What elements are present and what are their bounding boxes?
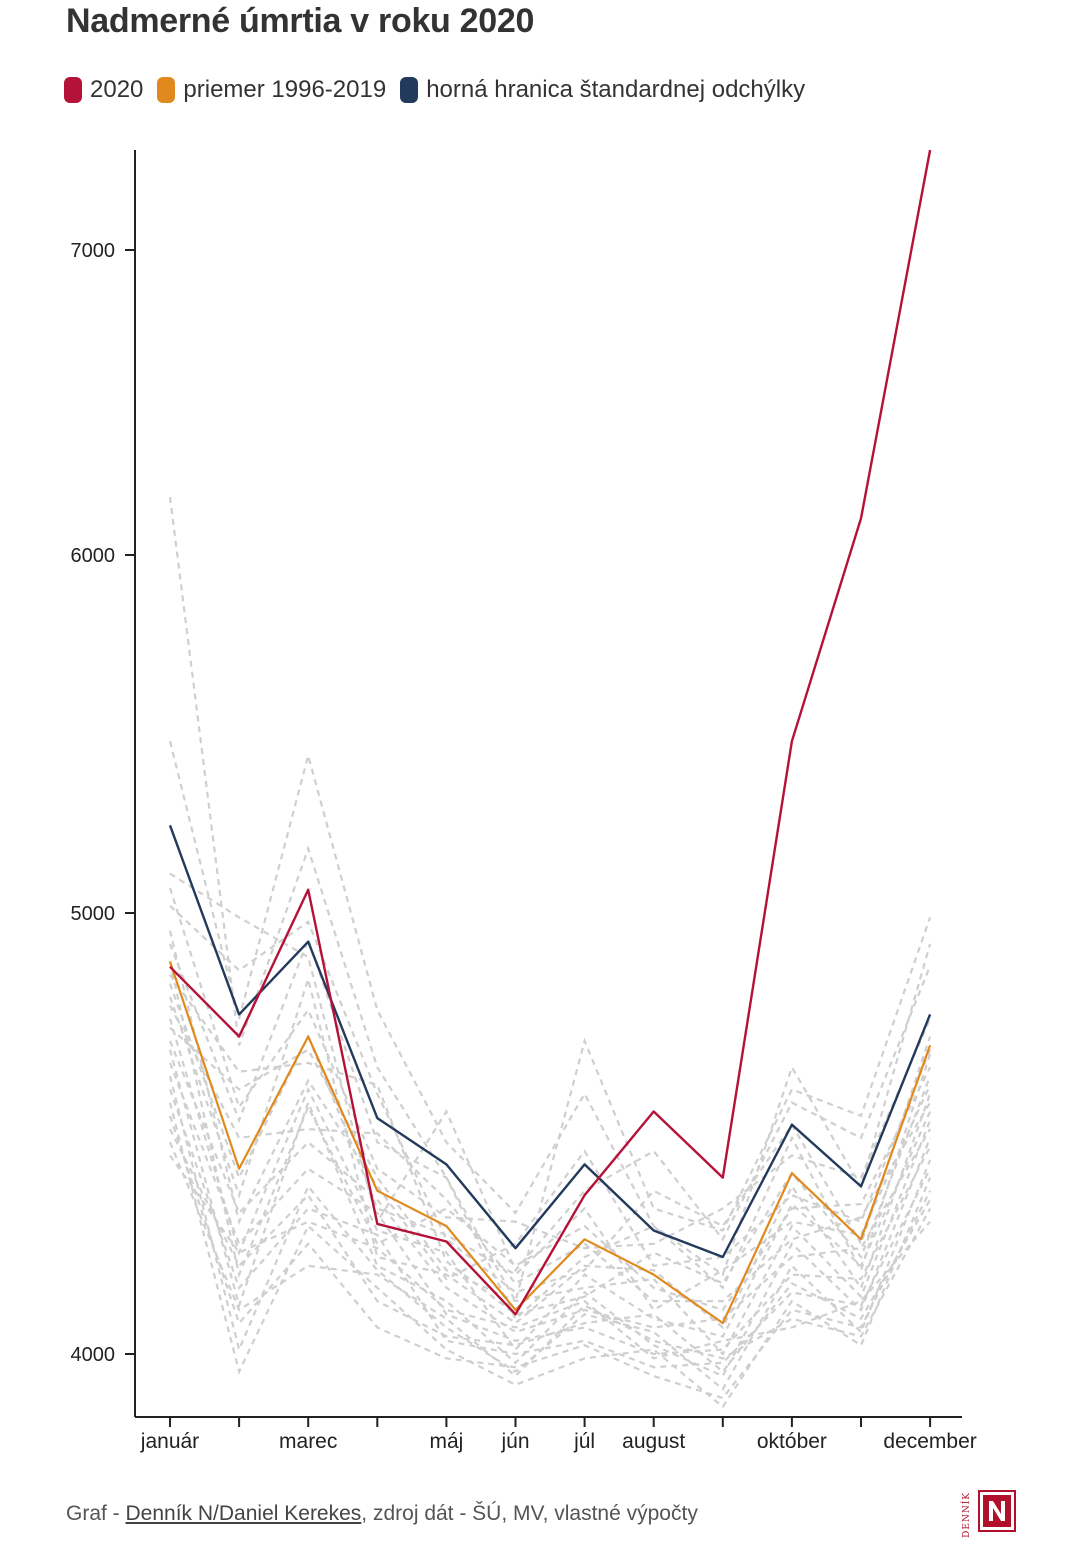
background-year-line-1 [168, 496, 932, 1305]
footer-credits: Graf - Denník N/Daniel Kerekes, zdroj dá… [66, 1502, 698, 1526]
x-tick-label-marec: marec [279, 1430, 337, 1453]
x-tick-label-máj: máj [429, 1430, 463, 1453]
background-year-line-15 [168, 1040, 932, 1334]
x-tick-label-december: december [883, 1430, 976, 1453]
background-year-line-11 [168, 975, 932, 1330]
background-year-line-20 [168, 1102, 932, 1409]
legend-item-average: priemer 1996-2019 [157, 76, 386, 104]
y-tick-label-6000: 6000 [71, 545, 116, 567]
background-year-line-24 [169, 1154, 931, 1360]
background-year-line-23 [168, 1141, 932, 1378]
axes: 4000 5000 6000 7000 január marec máj jún júl augu… [71, 150, 977, 1453]
background-year-line-16 [168, 1049, 932, 1378]
series-line-2020 [169, 149, 932, 1316]
background-year-line-5 [169, 904, 932, 1294]
y-tick-label-5000: 5000 [71, 903, 116, 925]
legend-label-average: priemer 1996-2019 [183, 76, 387, 103]
background-year-line-7 [168, 936, 932, 1321]
author-link[interactable]: Denník N/Daniel Kerekes [125, 1502, 362, 1525]
background-year-line-6 [168, 930, 932, 1281]
chart-title: Nadmerné úmrtia v roku 2020 [66, 2, 535, 40]
background-year-line-10 [168, 983, 932, 1312]
series-line-upper-bound [168, 824, 932, 1259]
x-tick-label-august: august [622, 1430, 685, 1453]
background-year-line-8 [168, 961, 932, 1312]
logo-word: DENNÍK [962, 1492, 972, 1538]
x-tick-label-október: október [757, 1430, 827, 1453]
dennik-n-logo-icon [978, 1490, 1016, 1532]
legend-swatch-average [157, 77, 176, 103]
background-year-line-3 [169, 872, 932, 1273]
background-year-lines [168, 496, 932, 1409]
background-year-line-13 [168, 1018, 932, 1352]
y-tick-label-7000: 7000 [71, 240, 116, 262]
background-year-line-19 [168, 1089, 932, 1369]
background-year-line-22 [169, 1128, 932, 1374]
background-year-line-2 [168, 740, 932, 1277]
background-year-line-18 [168, 1075, 932, 1391]
series-line-average [168, 961, 932, 1325]
legend-label-2020: 2020 [90, 76, 144, 103]
legend-item-upper-bound: horná hranica štandardnej odchýlky [400, 76, 805, 104]
background-year-line-4 [168, 887, 932, 1250]
legend-swatch-upper-bound [400, 77, 419, 103]
background-year-line-17 [168, 1062, 932, 1356]
legend: 2020 priemer 1996-2019 horná hranica šta… [64, 76, 819, 104]
y-tick-label-4000: 4000 [71, 1344, 116, 1366]
footer-prefix: Graf - [66, 1502, 126, 1525]
x-tick-label-júl: júl [573, 1430, 595, 1453]
background-year-line-12 [169, 1005, 932, 1303]
series-lines [168, 149, 932, 1325]
x-tick-label-jún: jún [500, 1430, 529, 1453]
background-year-line-9 [169, 974, 932, 1316]
legend-swatch-2020 [64, 77, 82, 103]
legend-label-upper-bound: horná hranica štandardnej odchýlky [426, 76, 806, 103]
footer-suffix: , zdroj dát - ŠÚ, MV, vlastné výpočty [361, 1502, 698, 1525]
legend-item-2020: 2020 [64, 76, 143, 104]
x-tick-label-január: január [140, 1430, 199, 1453]
